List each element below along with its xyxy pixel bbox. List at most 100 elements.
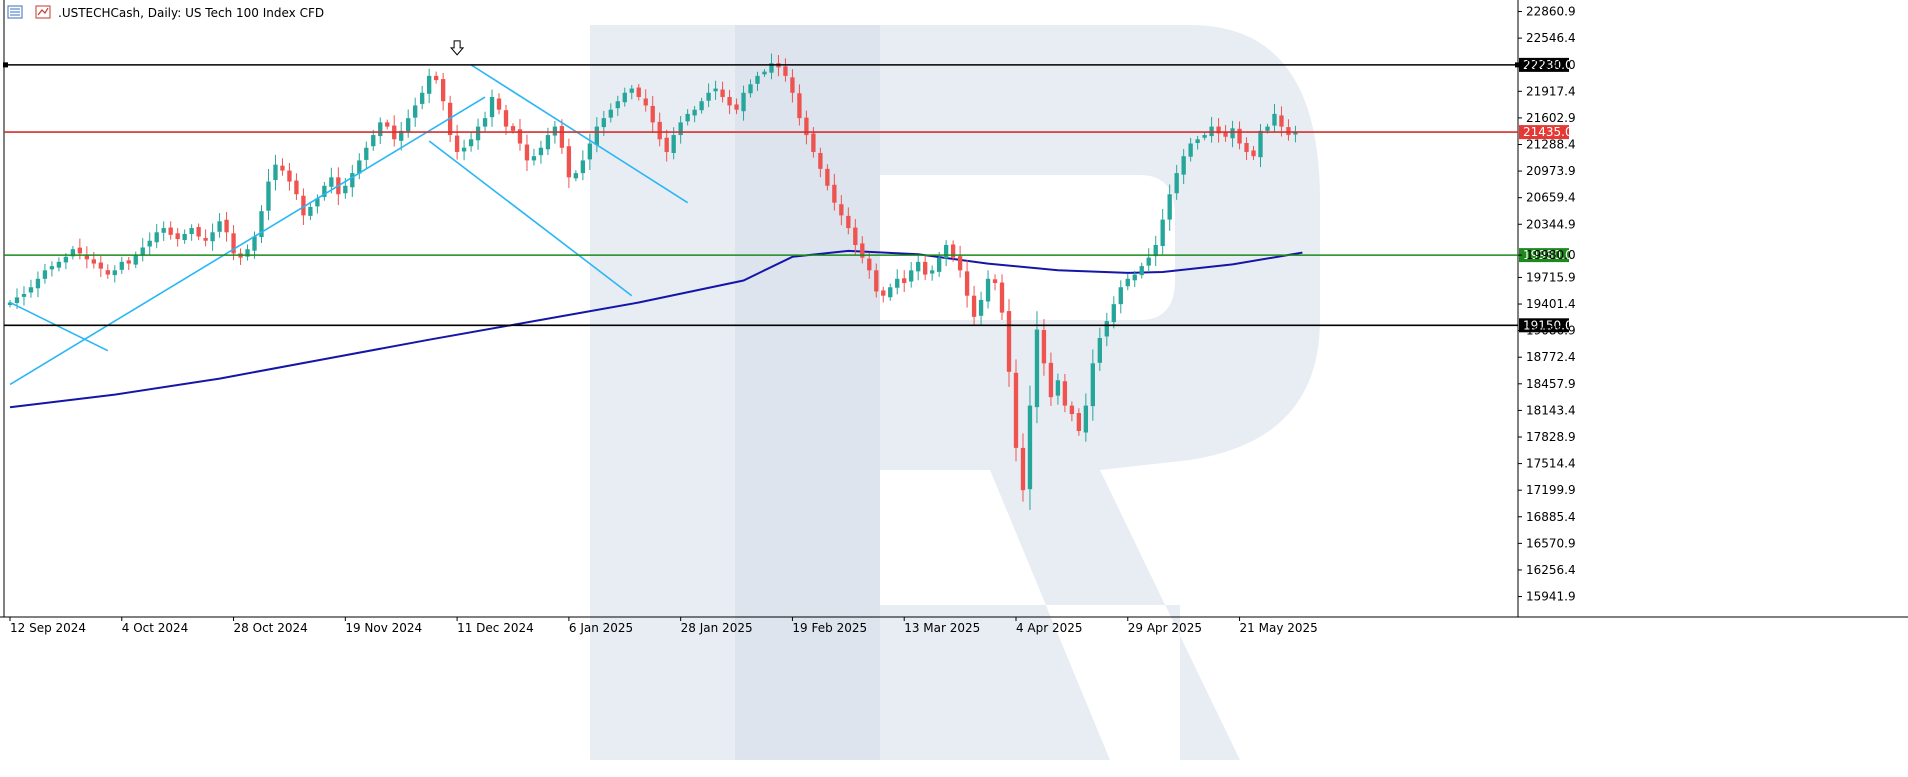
- candle: [950, 240, 956, 262]
- candle-body: [14, 297, 20, 303]
- ma-line: [9, 249, 1303, 409]
- candle: [70, 246, 76, 260]
- candle: [943, 240, 949, 267]
- candle-body: [1006, 311, 1012, 372]
- chart-type-icon[interactable]: [7, 5, 23, 19]
- candle-body: [832, 184, 837, 203]
- candle: [629, 85, 634, 100]
- candle: [266, 168, 271, 221]
- candle-body: [147, 240, 152, 247]
- candle-body: [559, 126, 565, 148]
- candle: [1153, 235, 1158, 267]
- candle-body: [406, 118, 411, 132]
- x-tick-label: 4 Apr 2025: [1016, 621, 1083, 635]
- candle-body: [203, 238, 208, 241]
- candle-body: [1195, 139, 1200, 144]
- candle-body: [140, 247, 145, 256]
- candle: [1006, 299, 1012, 387]
- candle: [1076, 408, 1082, 436]
- candle: [1230, 120, 1235, 148]
- candle-body: [657, 121, 662, 140]
- candle: [308, 201, 313, 221]
- candle: [238, 248, 243, 265]
- candle-body: [1041, 330, 1047, 364]
- candle: [748, 79, 753, 98]
- candle: [1181, 149, 1186, 185]
- candle-body: [1055, 380, 1061, 396]
- y-tick-label: 21602.9: [1526, 111, 1576, 125]
- ma-layer: [9, 249, 1303, 409]
- trendline-lower-channel: [428, 140, 633, 297]
- candle-body: [1048, 362, 1054, 398]
- candle: [538, 140, 544, 164]
- candle-body: [643, 98, 648, 106]
- candle: [923, 254, 928, 281]
- level-anchor-right: [1515, 62, 1520, 68]
- y-tick-label: 21288.4: [1526, 137, 1576, 151]
- candle-body: [923, 261, 928, 275]
- candle: [936, 251, 942, 277]
- candle-body: [350, 173, 355, 188]
- candle: [957, 245, 963, 278]
- candle: [929, 265, 935, 281]
- candle-body: [692, 109, 697, 116]
- candle-body: [909, 270, 914, 282]
- candle-body: [440, 79, 446, 102]
- candle-body: [671, 135, 676, 153]
- candle-body: [629, 88, 634, 93]
- candle-body: [622, 92, 627, 103]
- candle-body: [1293, 132, 1298, 135]
- candle-body: [706, 92, 711, 101]
- candle: [797, 84, 802, 126]
- indicator-icon[interactable]: [35, 5, 51, 19]
- candle: [762, 69, 767, 77]
- candle: [224, 211, 229, 242]
- candle: [1272, 103, 1277, 133]
- candle-body: [552, 126, 558, 136]
- candle-body: [1111, 304, 1116, 323]
- trendline-uptrend: [9, 96, 486, 386]
- candle: [727, 89, 732, 115]
- trendlines-layer: [9, 64, 689, 386]
- x-tick-label: 12 Sep 2024: [10, 621, 86, 635]
- candle-body: [517, 129, 523, 144]
- candle-body: [224, 219, 229, 233]
- candle-body: [964, 271, 970, 296]
- candle: [1167, 184, 1172, 231]
- candle: [105, 264, 110, 279]
- candle-body: [1069, 405, 1075, 415]
- candle-body: [364, 147, 369, 160]
- candle: [210, 223, 215, 251]
- candle: [440, 72, 446, 111]
- candle-body: [1181, 156, 1186, 175]
- candle-body: [790, 77, 795, 93]
- candle-body: [70, 249, 76, 257]
- candle: [322, 181, 327, 201]
- candle-body: [133, 255, 138, 265]
- level-19150-badge: [1519, 318, 1569, 333]
- candle: [49, 261, 55, 277]
- candle-body: [874, 270, 879, 292]
- candle-body: [881, 290, 886, 296]
- candle: [133, 251, 138, 269]
- candle-body: [1139, 266, 1144, 276]
- candle-body: [84, 254, 90, 260]
- candle-body: [825, 168, 830, 186]
- candle-body: [154, 232, 159, 243]
- level-anchor-left: [3, 62, 8, 68]
- candle-body: [315, 198, 320, 207]
- y-tick-label: 18772.4: [1526, 350, 1576, 364]
- candle-body: [985, 278, 991, 302]
- level-19980-badge: [1519, 248, 1569, 263]
- candle: [895, 269, 900, 295]
- candle: [42, 263, 48, 284]
- candle: [489, 89, 495, 127]
- candle: [1048, 352, 1054, 406]
- candle-body: [343, 185, 348, 194]
- candle-body: [895, 278, 900, 288]
- y-tick-label: 16256.4: [1526, 563, 1576, 577]
- candle: [259, 205, 264, 244]
- candle-body: [1020, 447, 1026, 491]
